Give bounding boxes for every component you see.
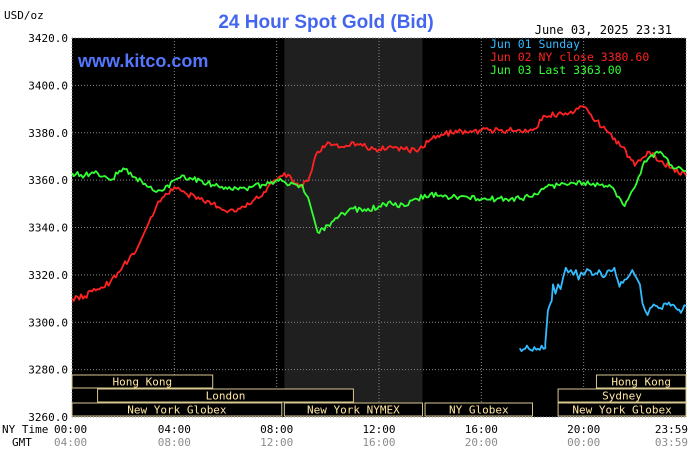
session-label: Hong Kong (611, 376, 671, 389)
chart-title: 24 Hour Spot Gold (Bid) (218, 12, 433, 33)
session-label: Sydney (602, 390, 642, 403)
x-tick-label-ny: 23:59 (655, 423, 688, 436)
session-label: New York Globex (127, 404, 227, 417)
x-tick-label-gmt: 04:00 (54, 436, 87, 449)
y-tick-label: 3300.0 (28, 316, 68, 329)
x-tick-label-ny: 16:00 (465, 423, 498, 436)
legend-entry-jun03: Jun 03 Last 3363.00 (490, 63, 622, 77)
date-label: June 03, 2025 23:31 (535, 23, 672, 37)
series-line-3 (71, 150, 687, 234)
grid-lines (71, 37, 687, 418)
session-label: New York Globex (572, 404, 672, 417)
y-tick-label: 3260.0 (28, 411, 68, 424)
x-tick-label-gmt: 16:00 (362, 436, 395, 449)
session-bar (595, 374, 687, 389)
y-tick-label: 3380.0 (28, 127, 68, 140)
watermark: www.kitco.com (77, 51, 208, 71)
legend: Jun 01 Sunday Jun 02 NY close 3380.60 Ju… (490, 37, 649, 77)
session-bar (557, 402, 687, 417)
y-tick-labels: 3420.0 3400.0 3380.0 3360.0 3340.0 3320.0 3300… (28, 32, 68, 424)
session-bar (424, 402, 533, 417)
session-bar (71, 402, 283, 417)
y-tick-label: 3420.0 (28, 32, 68, 45)
session-label: London (206, 390, 246, 403)
session-bar (557, 388, 687, 403)
y-axis-label: USD/oz (4, 9, 44, 22)
session-bar (283, 402, 423, 417)
x-tick-label-gmt: 12:00 (260, 436, 293, 449)
y-tick-label: 3280.0 (28, 364, 68, 377)
series-line-2 (71, 105, 687, 302)
y-tick-label: 3340.0 (28, 222, 68, 235)
gmt-row-label: GMT (12, 436, 32, 449)
session-label: New York NYMEX (307, 404, 400, 417)
session-bar (97, 388, 354, 403)
legend-entry-jun01: Jun 01 Sunday (490, 37, 580, 51)
y-tick-label: 3320.0 (28, 269, 68, 282)
x-tick-label-gmt: 00:00 (567, 436, 600, 449)
x-tick-labels: 00:0004:0004:0008:0008:0012:0012:0016:00… (54, 423, 688, 449)
x-tick-label-gmt: 03:59 (655, 436, 688, 449)
x-tick-label-ny: 20:00 (567, 423, 600, 436)
session-label: NY Globex (449, 404, 509, 417)
x-tick-label-ny: 00:00 (54, 423, 87, 436)
y-tick-label: 3400.0 (28, 79, 68, 92)
x-tick-label-ny: 08:00 (260, 423, 293, 436)
nymex-shaded-region (284, 38, 423, 417)
series-lines (71, 105, 687, 352)
x-tick-label-ny: 12:00 (362, 423, 395, 436)
legend-entry-jun02: Jun 02 NY close 3380.60 (490, 50, 649, 64)
x-tick-label-ny: 04:00 (158, 423, 191, 436)
ny-time-row-label: NY Time (2, 423, 48, 436)
session-label: Hong Kong (113, 376, 173, 389)
x-tick-label-gmt: 08:00 (158, 436, 191, 449)
series-line-1 (518, 266, 687, 352)
y-tick-label: 3360.0 (28, 174, 68, 187)
session-bar (71, 374, 214, 389)
x-tick-label-gmt: 20:00 (465, 436, 498, 449)
